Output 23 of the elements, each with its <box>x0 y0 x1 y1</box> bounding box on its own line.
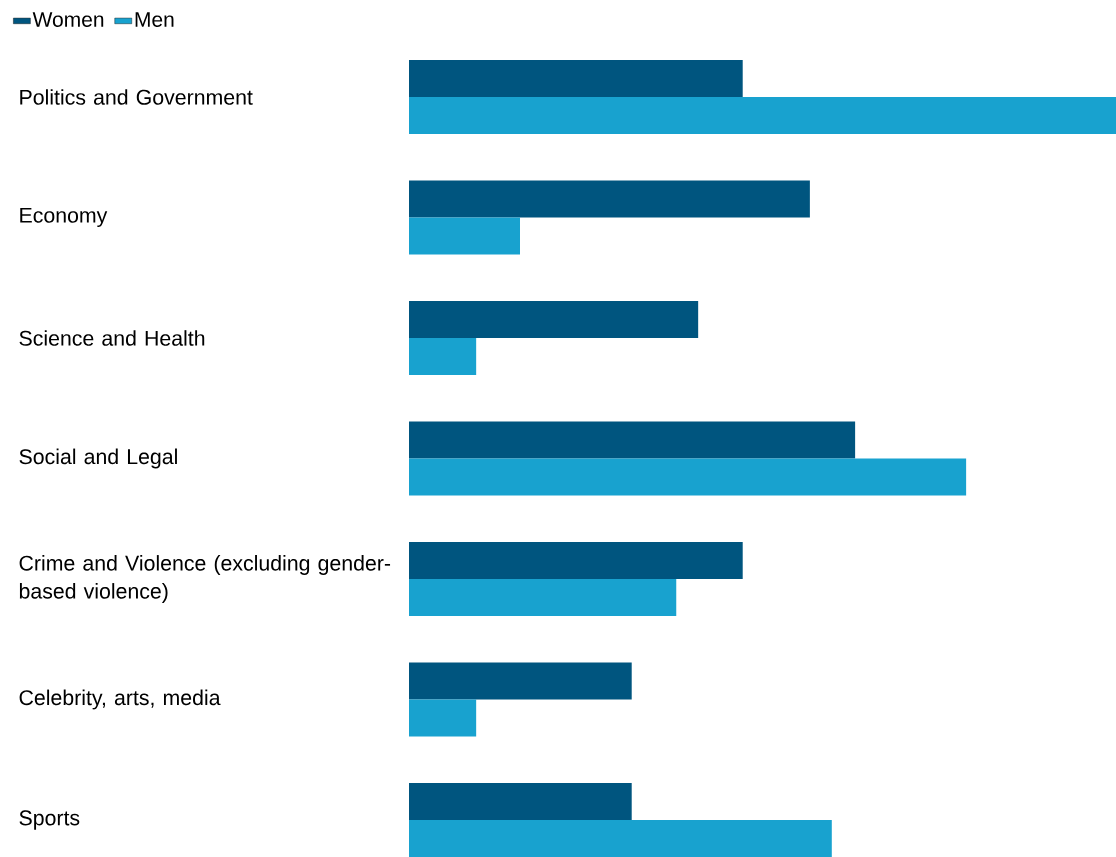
y-tick-label: Sports <box>19 810 80 830</box>
y-tick-label: Crime and Violence (excluding gender-based violence) <box>19 555 391 603</box>
bar <box>409 337 477 375</box>
y-tick-label: Celebrity, arts, media <box>19 689 221 710</box>
bar <box>409 579 677 616</box>
y-tick-label: Politics and Government <box>20 89 253 105</box>
legend-label: Women <box>32 12 104 27</box>
bar <box>409 699 477 737</box>
y-tick-label: Economy <box>20 207 108 228</box>
bar <box>409 542 743 579</box>
bar <box>409 820 832 857</box>
bar <box>409 217 520 255</box>
bar <box>409 96 1116 134</box>
bar <box>409 662 632 700</box>
bar <box>409 180 810 218</box>
bar <box>409 421 856 459</box>
bar <box>409 458 967 496</box>
legend-label: Men <box>135 12 174 27</box>
bar <box>409 783 632 820</box>
y-tick-label: Science and Health <box>19 330 205 346</box>
y-tick-label: Social and Legal <box>19 448 177 469</box>
bar <box>409 300 699 338</box>
bar <box>409 59 743 97</box>
